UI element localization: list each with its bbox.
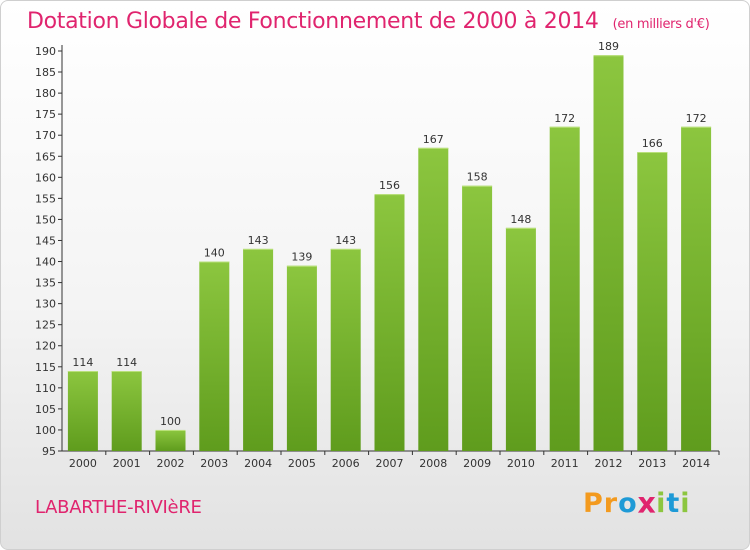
x-tick-label-2003: 2003 (200, 457, 228, 470)
logo-letter: i (680, 488, 691, 519)
x-tick-label-2000: 2000 (69, 457, 97, 470)
y-tick-label: 160 (35, 171, 56, 184)
y-tick-label: 150 (35, 213, 56, 226)
logo-letter: P (583, 488, 604, 519)
bar-2003 (199, 261, 230, 451)
data-label-2013: 166 (642, 137, 663, 150)
chart-title-text: Dotation Globale de Fonctionnement de 20… (27, 9, 599, 34)
x-tick-label-2014: 2014 (682, 457, 710, 470)
x-tick-label-2006: 2006 (332, 457, 360, 470)
x-ticks: 2000 2001 2002 2003 2004 2005 2006 2007 2008 2009… (69, 451, 720, 470)
y-tick-label: 125 (35, 319, 56, 332)
y-tick-label: 130 (35, 298, 56, 311)
bar-2002 (155, 429, 186, 451)
logo-letter: r (603, 488, 619, 519)
y-tick-label: 170 (35, 129, 56, 142)
bar-2014 (681, 126, 712, 451)
logo-letter: o (618, 488, 638, 519)
data-label-2004: 143 (248, 234, 269, 247)
y-tick-label: 185 (35, 66, 56, 79)
bar-2010 (505, 227, 536, 451)
data-label-2014: 172 (686, 112, 707, 125)
proxiti-logo: Proxiti (583, 487, 691, 520)
bar-2004 (243, 248, 274, 451)
chart-title: Dotation Globale de Fonctionnement de 20… (27, 9, 710, 34)
bar-2008 (418, 147, 449, 451)
y-tick-label: 95 (42, 445, 56, 458)
x-tick-label-2009: 2009 (463, 457, 491, 470)
y-tick-label: 175 (35, 108, 56, 121)
data-label-2007: 156 (379, 179, 400, 192)
data-label-2001: 114 (116, 356, 137, 369)
y-ticks: 95 100 105 110 115 120 125 130 135 140 145 150 155 16… (35, 45, 62, 458)
y-tick-label: 100 (35, 424, 56, 437)
bar-2007 (374, 194, 405, 451)
y-tick-label: 145 (35, 234, 56, 247)
bar-2005 (286, 265, 317, 451)
logo-letter: x (637, 487, 657, 520)
y-tick-label: 140 (35, 256, 56, 269)
chart-subtitle: (en milliers d'€) (612, 17, 710, 32)
bar-2000 (67, 371, 98, 451)
bar-2006 (330, 248, 361, 451)
y-tick-label: 120 (35, 340, 56, 353)
data-label-2012: 189 (598, 40, 619, 53)
y-tick-label: 115 (35, 361, 56, 374)
bar-2013 (637, 152, 668, 452)
x-tick-label-2005: 2005 (288, 457, 316, 470)
data-label-2000: 114 (72, 356, 93, 369)
x-tick-label-2001: 2001 (113, 457, 141, 470)
data-label-2006: 143 (335, 234, 356, 247)
x-tick-label-2012: 2012 (595, 457, 623, 470)
y-tick-label: 105 (35, 403, 56, 416)
logo-letter: t (666, 488, 681, 519)
x-tick-label-2004: 2004 (244, 457, 272, 470)
bar-2009 (462, 185, 493, 451)
y-tick-label: 155 (35, 192, 56, 205)
logo-letter: i (656, 488, 667, 519)
data-label-2002: 100 (160, 415, 181, 428)
x-tick-label-2013: 2013 (638, 457, 666, 470)
bar-2011 (549, 126, 580, 451)
data-label-2011: 172 (554, 112, 575, 125)
bar-2001 (111, 371, 142, 451)
commune-name: LABARTHE-RIVIèRE (35, 497, 202, 518)
data-label-2010: 148 (510, 213, 531, 226)
data-label-2008: 167 (423, 133, 444, 146)
y-tick-label: 165 (35, 150, 56, 163)
x-tick-label-2010: 2010 (507, 457, 535, 470)
bars: 114 114 100 140 143 139 143 156 167 158 148 172 189 1… (67, 40, 712, 452)
y-tick-label: 180 (35, 87, 56, 100)
x-tick-label-2002: 2002 (157, 457, 185, 470)
x-tick-label-2011: 2011 (551, 457, 579, 470)
y-tick-label: 135 (35, 277, 56, 290)
bar-2012 (593, 55, 624, 452)
x-tick-label-2008: 2008 (419, 457, 447, 470)
y-tick-label: 190 (35, 45, 56, 58)
data-label-2009: 158 (467, 171, 488, 184)
y-tick-label: 110 (35, 382, 56, 395)
x-tick-label-2007: 2007 (376, 457, 404, 470)
data-label-2003: 140 (204, 247, 225, 260)
data-label-2005: 139 (291, 251, 312, 264)
